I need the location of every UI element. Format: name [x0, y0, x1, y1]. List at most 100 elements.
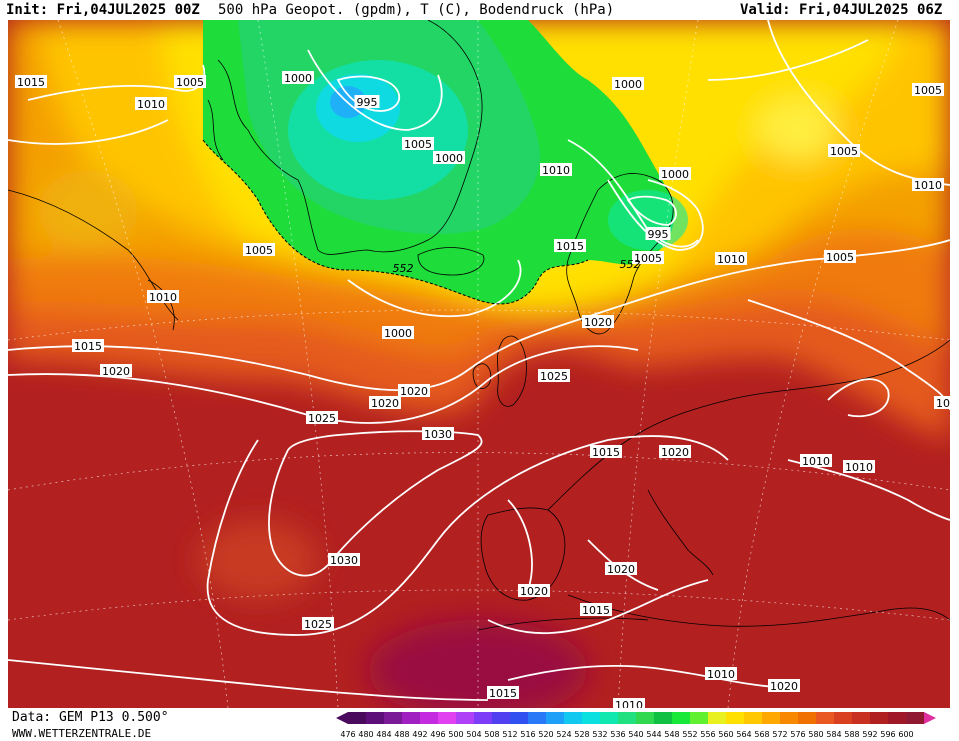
- legend-swatch: [870, 712, 888, 724]
- legend-value: 536: [610, 730, 625, 739]
- isobar-label: 1025: [540, 370, 568, 383]
- isobar-label-bg: [100, 364, 132, 377]
- legend-value: 600: [898, 730, 913, 739]
- legend-value: 548: [664, 730, 679, 739]
- geopotential-label: 552: [393, 262, 414, 275]
- isobar-label-bg: [540, 163, 572, 176]
- legend-value: 564: [736, 730, 751, 739]
- legend-swatch: [366, 712, 384, 724]
- isobar-label-bg: [715, 252, 747, 265]
- legend-value: 484: [376, 730, 391, 739]
- isobar-label: 1015: [74, 340, 102, 353]
- isobar-label: 1010: [914, 179, 942, 192]
- isobar-label-bg: [912, 83, 944, 96]
- data-source-label: Data: GEM P13 0.500°: [12, 710, 169, 725]
- legend-swatch: [780, 712, 798, 724]
- init-time-label: Init: Fri,04JUL2025 00Z: [6, 2, 200, 18]
- legend-value: 520: [538, 730, 553, 739]
- isobar-label: 1010: [149, 291, 177, 304]
- isobar-label-bg: [328, 553, 360, 566]
- isobar-label-bg: [302, 617, 334, 630]
- isobar-label: 1000: [614, 78, 642, 91]
- isobar-label-bg: [590, 445, 622, 458]
- legend-value: 500: [448, 730, 463, 739]
- isobar-label-bg: [605, 562, 637, 575]
- isobar-label-bg: [632, 251, 664, 264]
- isobar-label-bg: [402, 137, 434, 150]
- isobar-label-bg: [433, 151, 465, 164]
- isobar-label-bg: [282, 71, 314, 84]
- legend-swatch: [348, 712, 366, 724]
- isobar-label: 1015: [489, 687, 517, 700]
- map-footer: Data: GEM P13 0.500° WWW.WETTERZENTRALE.…: [0, 708, 959, 741]
- isobar-label: 1020: [584, 316, 612, 329]
- legend-value: 596: [880, 730, 895, 739]
- isobar-label-bg: [705, 667, 737, 680]
- isobar-label: 1000: [384, 327, 412, 340]
- isobar-label: 1005: [176, 76, 204, 89]
- isobar-label-bg: [243, 243, 275, 256]
- isobar-label: 1015: [582, 604, 610, 617]
- legend-value: 572: [772, 730, 787, 739]
- isobar-label-bg: [147, 290, 179, 303]
- legend-value: 588: [844, 730, 859, 739]
- isobar-label-bg: [369, 396, 401, 409]
- isobar-label-bg: [72, 339, 104, 352]
- isobars: [8, 20, 950, 701]
- geopotential-552-contour: [202, 139, 589, 305]
- isobar-label-bg: [518, 584, 550, 597]
- isobar-label: 1030: [330, 554, 358, 567]
- isobar-label-bg: [554, 239, 586, 252]
- legend-value: 576: [790, 730, 805, 739]
- legend-value: 488: [394, 730, 409, 739]
- legend-value: 532: [592, 730, 607, 739]
- isobar-label: 1010: [615, 699, 643, 708]
- isobar-label: 1020: [520, 585, 548, 598]
- legend-swatch: [798, 712, 816, 724]
- legend-value: 528: [574, 730, 589, 739]
- legend-value: 480: [358, 730, 373, 739]
- legend-swatch: [672, 712, 690, 724]
- legend-swatch: [906, 712, 924, 724]
- isobar-label-bg: [612, 77, 644, 90]
- isobar-label: 1010: [845, 461, 873, 474]
- legend-value: 512: [502, 730, 517, 739]
- isobar-label-bg: [487, 686, 519, 699]
- isobar-label-bg: [912, 178, 944, 191]
- isobar-label-bg: [538, 369, 570, 382]
- legend-value: 476: [340, 730, 355, 739]
- isobar-label-bg: [15, 75, 47, 88]
- isobar-label: 1030: [424, 428, 452, 441]
- legend-swatch: [474, 712, 492, 724]
- legend-swatch: [510, 712, 528, 724]
- legend-value: 568: [754, 730, 769, 739]
- legend-swatch: [690, 712, 708, 724]
- isobar-label-bg: [659, 445, 691, 458]
- isobar-label: 1005: [245, 244, 273, 257]
- isobar-label: 1020: [400, 385, 428, 398]
- legend-swatch: [618, 712, 636, 724]
- isobar-label: 1000: [661, 168, 689, 181]
- isobar-label: 995: [357, 96, 378, 109]
- map-canvas: 1015 1005 1010 1000 995 1005 1000 1010 1000 995 10…: [8, 20, 950, 708]
- legend-swatch: [852, 712, 870, 724]
- isobar-label-bg: [613, 698, 645, 708]
- isobar-label: 1020: [607, 563, 635, 576]
- legend-swatch: [708, 712, 726, 724]
- isobar-label-bg: [398, 384, 430, 397]
- isobar-label: 1020: [371, 397, 399, 410]
- isobar-label: 1005: [634, 252, 662, 265]
- isobar-label-bg: [934, 396, 950, 409]
- isobar-label: 1000: [284, 72, 312, 85]
- legend-value: 580: [808, 730, 823, 739]
- isobar-label: 995: [648, 228, 669, 241]
- isobar-label: 1020: [102, 365, 130, 378]
- isobar-label-bg: [645, 227, 671, 240]
- legend-value: 516: [520, 730, 535, 739]
- isobar-label: 1010: [137, 98, 165, 111]
- legend-swatch: [384, 712, 402, 724]
- legend-swatch: [528, 712, 546, 724]
- legend-swatch: [834, 712, 852, 724]
- isobar-label-bg: [843, 460, 875, 473]
- legend-value: 508: [484, 730, 499, 739]
